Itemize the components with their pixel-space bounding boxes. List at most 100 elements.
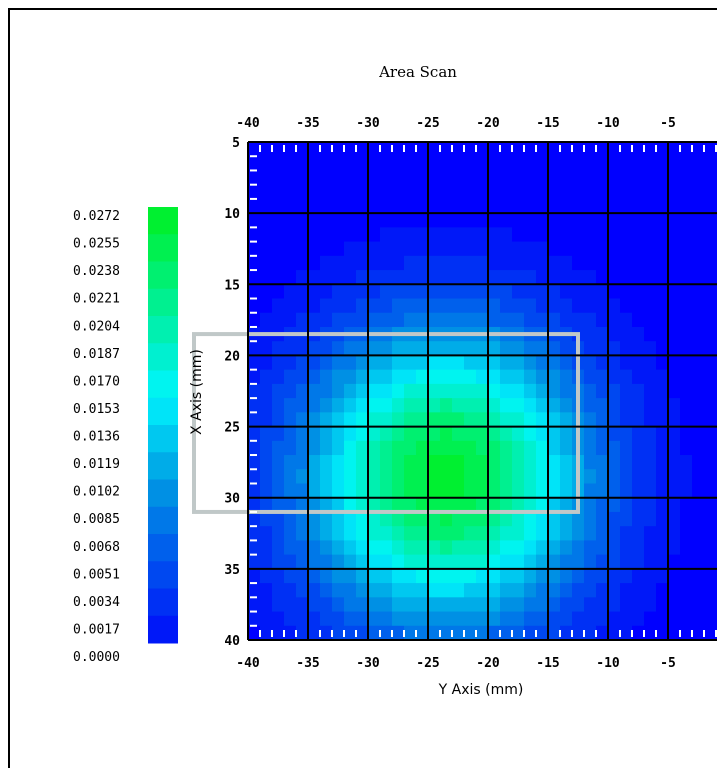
heatmap-cell <box>344 198 357 214</box>
heatmap-cell <box>272 355 285 371</box>
heatmap-cell <box>524 142 537 157</box>
heatmap-cell <box>284 526 297 541</box>
heatmap-cell <box>440 412 453 428</box>
heatmap-cell <box>488 156 501 172</box>
heatmap-cell <box>344 469 357 485</box>
heatmap-cell <box>260 469 273 485</box>
heatmap-cell <box>632 241 645 257</box>
heatmap-cell <box>392 511 405 527</box>
heatmap-cell <box>416 483 429 499</box>
heatmap-cell <box>500 412 513 428</box>
heatmap-cell <box>524 241 537 257</box>
heatmap-cell <box>296 611 309 627</box>
heatmap-cell <box>560 483 573 499</box>
heatmap-cell <box>548 355 561 371</box>
heatmap-cell <box>416 583 429 598</box>
heatmap-cell <box>332 156 345 172</box>
heatmap-cell <box>320 312 333 328</box>
heatmap-cell <box>572 540 585 556</box>
y-tick-label: 40 <box>224 634 240 649</box>
heatmap-cell <box>440 625 453 641</box>
heatmap-cell <box>512 270 525 285</box>
heatmap-cell <box>368 170 381 186</box>
heatmap-cell <box>272 511 285 527</box>
heatmap-cell <box>404 270 417 285</box>
heatmap-cell <box>524 398 537 413</box>
heatmap-cell <box>464 383 477 399</box>
heatmap-cell <box>644 611 657 627</box>
heatmap-cell <box>392 597 405 613</box>
heatmap-cell <box>380 284 393 300</box>
heatmap-cell <box>560 398 573 413</box>
heatmap-cell <box>620 255 633 271</box>
heatmap-cell <box>440 568 453 584</box>
heatmap-cell <box>560 241 573 257</box>
heatmap-cell <box>680 255 693 271</box>
heatmap-cell <box>548 526 561 541</box>
heatmap-cell <box>692 611 705 627</box>
heatmap-cell <box>356 526 369 541</box>
heatmap-cell <box>608 526 621 541</box>
heatmap-cell <box>392 142 405 157</box>
heatmap-cell <box>668 355 681 371</box>
heatmap-cell <box>272 298 285 314</box>
heatmap-cell <box>344 227 357 243</box>
heatmap-cell <box>500 440 513 456</box>
heatmap-cell <box>404 184 417 200</box>
heatmap-cell <box>452 469 465 485</box>
heatmap-cell <box>572 284 585 300</box>
heatmap-cell <box>272 568 285 584</box>
grid <box>247 141 717 641</box>
heatmap-cell <box>320 426 333 442</box>
heatmap-cell <box>620 369 633 385</box>
heatmap-cell <box>692 241 705 257</box>
heatmap-cell <box>428 526 441 541</box>
colorbar-label: 0.0068 <box>73 540 120 555</box>
x-tick-label-top: -35 <box>296 116 319 131</box>
heatmap-cell <box>308 312 321 328</box>
heatmap-cell <box>416 497 429 513</box>
heatmap-cell <box>608 398 621 413</box>
heatmap-cell <box>380 583 393 598</box>
heatmap-cell <box>272 426 285 442</box>
heatmap-cell <box>260 597 273 613</box>
heatmap-cell <box>512 554 525 570</box>
heatmap-cell <box>524 298 537 314</box>
heatmap-cell <box>308 255 321 271</box>
heatmap-cell <box>296 369 309 385</box>
heatmap-cell <box>692 412 705 428</box>
heatmap-cell <box>584 198 597 214</box>
heatmap-cell <box>692 156 705 172</box>
heatmap-cell <box>560 583 573 598</box>
heatmap-cell <box>596 455 609 470</box>
heatmap-cell <box>452 184 465 200</box>
heatmap-cell <box>308 369 321 385</box>
heatmap-cell <box>452 341 465 357</box>
heatmap-cell <box>368 554 381 570</box>
heatmap-cell <box>560 184 573 200</box>
heatmap-cell <box>488 568 501 584</box>
heatmap-cell <box>296 455 309 470</box>
heatmap-cell <box>404 241 417 257</box>
heatmap-cell <box>560 227 573 243</box>
heatmap-cell <box>440 355 453 371</box>
heatmap-cell <box>608 184 621 200</box>
heatmap-cell <box>392 469 405 485</box>
heatmap-cell <box>668 255 681 271</box>
heatmap-cell <box>704 497 717 513</box>
heatmap-cell <box>476 469 489 485</box>
colorbar-swatch <box>148 588 178 617</box>
heatmap-cell <box>416 284 429 300</box>
heatmap-cell <box>452 398 465 413</box>
heatmap-cell <box>452 426 465 442</box>
heatmap-cell <box>428 554 441 570</box>
heatmap-cell <box>248 227 261 243</box>
heatmap-cell <box>644 198 657 214</box>
heatmap-cell <box>416 625 429 641</box>
heatmap-cell <box>572 227 585 243</box>
x-tick-label-top: -15 <box>536 116 559 131</box>
heatmap-cell <box>692 284 705 300</box>
heatmap-cell <box>380 398 393 413</box>
heatmap-cell <box>464 440 477 456</box>
heatmap-cell <box>620 440 633 456</box>
